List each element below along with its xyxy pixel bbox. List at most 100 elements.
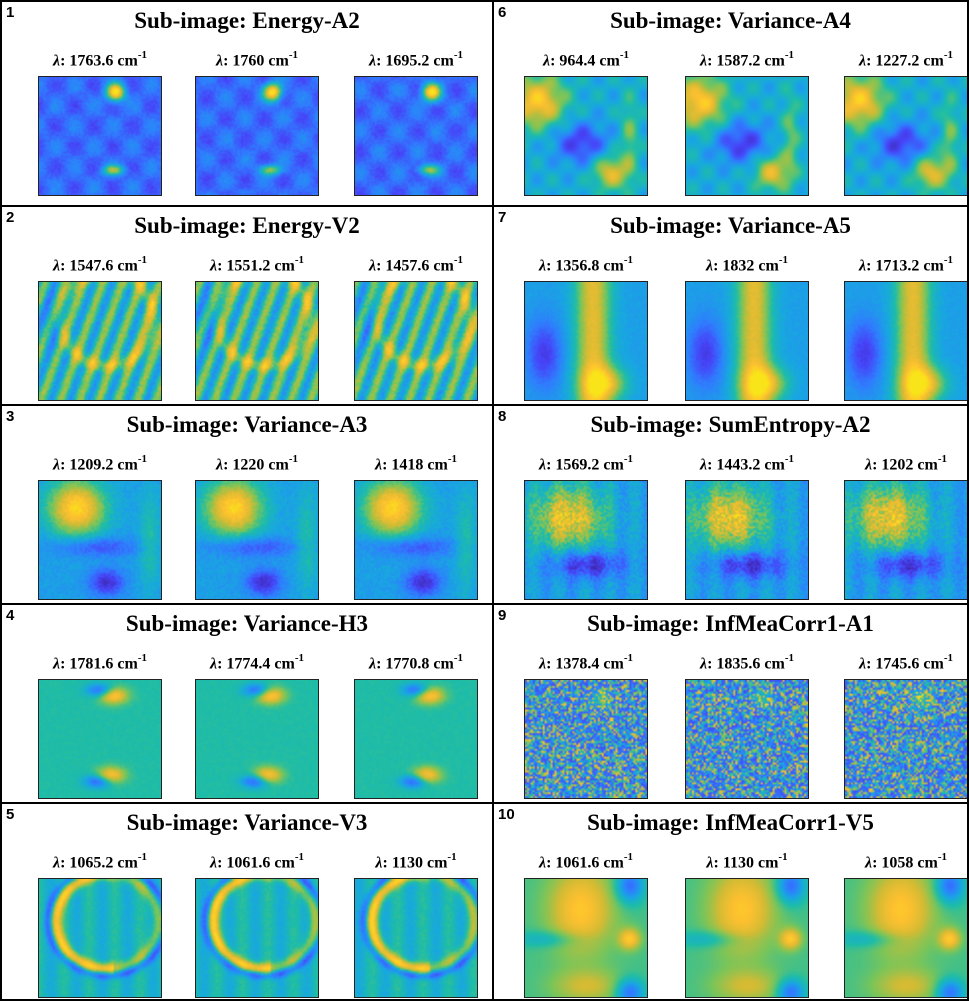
wavenumber-unit-exponent: -1 xyxy=(623,254,634,266)
lambda-symbol: λ xyxy=(864,456,873,474)
lambda-symbol: λ xyxy=(374,456,383,474)
wavenumber-unit: cm xyxy=(274,854,295,872)
wavenumber-label: λ: 1130 cm-1 xyxy=(706,851,788,872)
wavenumber-value: 1547.6 xyxy=(69,257,114,275)
wavenumber-value: 1770.8 xyxy=(385,655,430,673)
wavenumber-label: λ: 1058 cm-1 xyxy=(864,851,948,872)
wavenumber-unit-exponent: -1 xyxy=(784,652,795,664)
wavenumber-value: 1587.2 xyxy=(716,52,761,70)
lambda-symbol: λ xyxy=(538,456,547,474)
heatmap-canvas xyxy=(196,77,318,195)
lambda-symbol: λ xyxy=(858,655,867,673)
sub-image-heatmap xyxy=(38,281,162,401)
wavenumber-unit: cm xyxy=(117,257,138,275)
wavenumber-unit-exponent: -1 xyxy=(623,652,634,664)
wavenumber-value: 1774.4 xyxy=(226,655,271,673)
heatmap-canvas xyxy=(355,481,477,599)
panel-number: 7 xyxy=(498,209,507,226)
wavenumber-unit-exponent: -1 xyxy=(943,652,954,664)
wavenumber-unit: cm xyxy=(603,257,624,275)
panel-title: Sub-image: Variance-V3 xyxy=(126,810,368,835)
sub-image-heatmap xyxy=(354,281,478,401)
sub-image-heatmap xyxy=(354,679,478,799)
sub-image-heatmap xyxy=(524,878,648,998)
wavenumber-unit: cm xyxy=(603,854,624,872)
wavenumber-unit: cm xyxy=(757,854,779,872)
sub-image-heatmap xyxy=(524,480,648,600)
heatmap-canvas xyxy=(39,481,161,599)
panel-title: Sub-image: Variance-H3 xyxy=(125,611,369,636)
lambda-symbol: λ xyxy=(375,854,383,872)
heatmap-canvas xyxy=(845,680,967,798)
wavenumber-label: λ: 1547.6 cm-1 xyxy=(52,254,148,275)
wavenumber-value: 1551.2 xyxy=(226,257,271,275)
lambda-symbol: λ xyxy=(699,655,708,673)
sub-image-heatmap xyxy=(195,281,319,401)
wavenumber-unit: cm xyxy=(426,854,448,872)
heatmap-canvas xyxy=(525,282,647,400)
wavenumber-value: 1061.6 xyxy=(226,854,271,872)
sub-image-heatmap xyxy=(844,281,967,401)
wavenumber-unit-exponent: -1 xyxy=(447,851,457,863)
heatmap-canvas xyxy=(355,282,477,400)
sub-image-heatmap xyxy=(524,76,648,196)
lambda-symbol: λ xyxy=(52,655,61,673)
wavenumber-unit: cm xyxy=(427,456,448,474)
wavenumber-unit-exponent: -1 xyxy=(447,453,458,465)
wavenumber-value: 1130 xyxy=(391,854,423,872)
wavenumber-unit-exponent: -1 xyxy=(937,453,948,465)
wavenumber-label: λ: 1209.2 cm-1 xyxy=(52,453,148,474)
lambda-symbol: λ xyxy=(538,655,547,673)
lambda-symbol: λ xyxy=(52,854,61,872)
panel-number: 2 xyxy=(6,209,15,226)
wavenumber-value: 1832 xyxy=(722,257,755,275)
panel-number: 5 xyxy=(6,806,15,823)
wavenumber-label: λ: 1130 cm-1 xyxy=(375,851,457,872)
panel-5: 5 Sub-image: Variance-V3 λ: 1065.2 cm-1 λ: … xyxy=(0,802,494,1001)
wavenumber-label: λ: 1065.2 cm-1 xyxy=(52,851,148,872)
wavenumber-unit-exponent: -1 xyxy=(453,652,464,664)
wavenumber-unit-exponent: -1 xyxy=(784,453,795,465)
panel-title: Sub-image: Variance-A3 xyxy=(126,412,368,437)
lambda-symbol: λ xyxy=(368,655,377,673)
wavenumber-unit-exponent: -1 xyxy=(288,49,299,61)
wavenumber-value: 1378.4 xyxy=(555,655,600,673)
panel-6: 6 Sub-image: Variance-A4 λ: 964.4 cm-1 λ: 1… xyxy=(492,0,969,207)
wavenumber-label: λ: 1061.6 cm-1 xyxy=(209,851,305,872)
panel-number: 4 xyxy=(6,607,15,624)
wavenumber-label: λ: 1781.6 cm-1 xyxy=(52,652,148,673)
lambda-symbol: λ xyxy=(209,257,218,275)
heatmap-canvas xyxy=(196,680,318,798)
wavenumber-unit: cm xyxy=(433,655,454,673)
wavenumber-label: λ: 1551.2 cm-1 xyxy=(209,254,305,275)
heatmap-canvas xyxy=(196,879,318,997)
panel-4: 4 Sub-image: Variance-H3 λ: 1781.6 cm-1 λ: … xyxy=(0,603,494,804)
sub-image-heatmap xyxy=(524,679,648,799)
sub-image-heatmap xyxy=(354,76,478,196)
sub-image-heatmap xyxy=(195,480,319,600)
wavenumber-value: 964.4 xyxy=(559,52,596,70)
wavenumber-unit: cm xyxy=(917,456,938,474)
wavenumber-unit: cm xyxy=(917,854,938,872)
panel-8: 8 Sub-image: SumEntropy-A2 λ: 1569.2 cm-1 λ… xyxy=(492,404,969,605)
wavenumber-label: λ: 1695.2 cm-1 xyxy=(368,49,464,70)
wavenumber-unit-exponent: -1 xyxy=(137,652,148,664)
wavenumber-value: 1356.8 xyxy=(555,257,600,275)
heatmap-canvas xyxy=(525,680,647,798)
panel-9: 9 Sub-image: InfMeaCorr1-A1 λ: 1378.4 cm-1… xyxy=(492,603,969,804)
wavenumber-value: 1130 xyxy=(722,854,754,872)
heatmap-canvas xyxy=(39,77,161,195)
wavenumber-label: λ: 1713.2 cm-1 xyxy=(858,254,954,275)
heatmap-canvas xyxy=(39,879,161,997)
wavenumber-label: λ: 1569.2 cm-1 xyxy=(538,453,634,474)
wavenumber-label: λ: 1760 cm-1 xyxy=(215,49,299,70)
heatmap-canvas xyxy=(355,77,477,195)
heatmap-canvas xyxy=(39,282,161,400)
panel-number: 3 xyxy=(6,408,15,425)
wavenumber-label: λ: 1763.6 cm-1 xyxy=(52,49,148,70)
wavenumber-unit: cm xyxy=(764,655,785,673)
wavenumber-unit-exponent: -1 xyxy=(623,453,634,465)
lambda-symbol: λ xyxy=(864,854,873,872)
wavenumber-unit-exponent: -1 xyxy=(943,254,954,266)
wavenumber-label: λ: 1356.8 cm-1 xyxy=(538,254,634,275)
